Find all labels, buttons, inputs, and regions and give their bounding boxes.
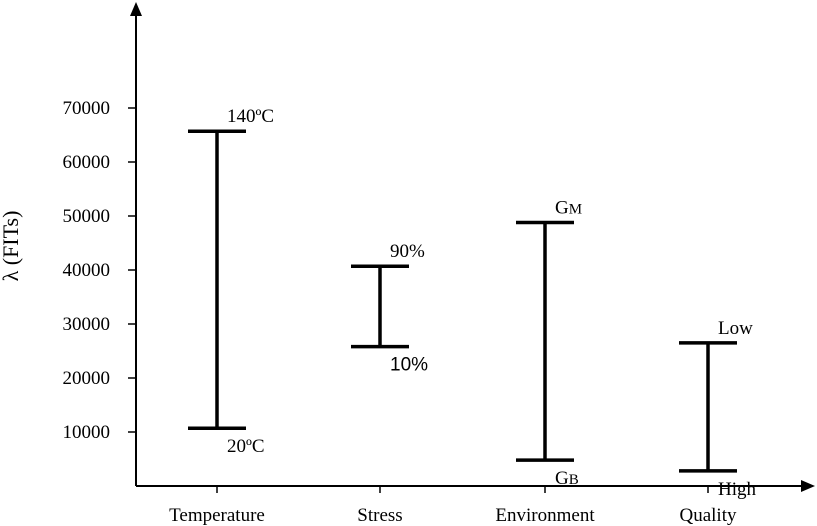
y-tick-label: 30000 — [63, 314, 111, 335]
range-high-label: 140ºC — [227, 106, 274, 127]
category-label: Environment — [495, 505, 595, 526]
range-bar-quality: Low High — [679, 318, 757, 500]
x-axis-arrow — [801, 480, 815, 492]
range-low-label: 20ºC — [227, 436, 265, 457]
range-high-label-main: G — [555, 197, 569, 218]
range-low-label: GB — [555, 468, 579, 489]
range-low-label: 10% — [390, 355, 428, 376]
y-tick-label: 10000 — [63, 422, 111, 443]
category-label: Stress — [357, 505, 402, 526]
y-axis-arrow — [130, 2, 142, 16]
y-axis-title: λ (FITs) — [0, 211, 23, 282]
range-low-label-main: G — [555, 468, 569, 489]
x-axis — [136, 480, 815, 492]
y-axis — [130, 2, 142, 486]
range-low-label-main: 10% — [390, 355, 428, 376]
range-high-label-main: 140ºC — [227, 106, 274, 127]
range-high-label-main: 90% — [390, 241, 425, 262]
y-tick-label: 50000 — [63, 206, 111, 227]
range-high-label: 90% — [390, 241, 425, 262]
category-label: Quality — [680, 505, 737, 526]
range-bar-stress: 90% 10% — [351, 241, 428, 376]
y-tick-label: 40000 — [63, 260, 111, 281]
category-labels: Temperature Stress Environment Quality — [169, 486, 737, 526]
y-ticks: 10000 20000 30000 40000 50000 60000 70000 — [63, 98, 136, 443]
range-bar-temperature: 140ºC 20ºC — [188, 106, 274, 457]
range-low-label-sub: B — [569, 472, 579, 488]
y-tick-label: 20000 — [63, 368, 111, 389]
range-high-label: Low — [718, 318, 753, 339]
range-high-label-sub: M — [569, 201, 582, 217]
range-low-label: High — [718, 479, 757, 500]
range-high-label: GM — [555, 197, 582, 218]
category-label: Temperature — [169, 505, 265, 526]
range-high-label-main: Low — [718, 318, 753, 339]
range-low-label-main: High — [718, 479, 757, 500]
range-low-label-main: 20ºC — [227, 436, 265, 457]
y-tick-label: 70000 — [63, 98, 111, 119]
y-tick-label: 60000 — [63, 152, 111, 173]
